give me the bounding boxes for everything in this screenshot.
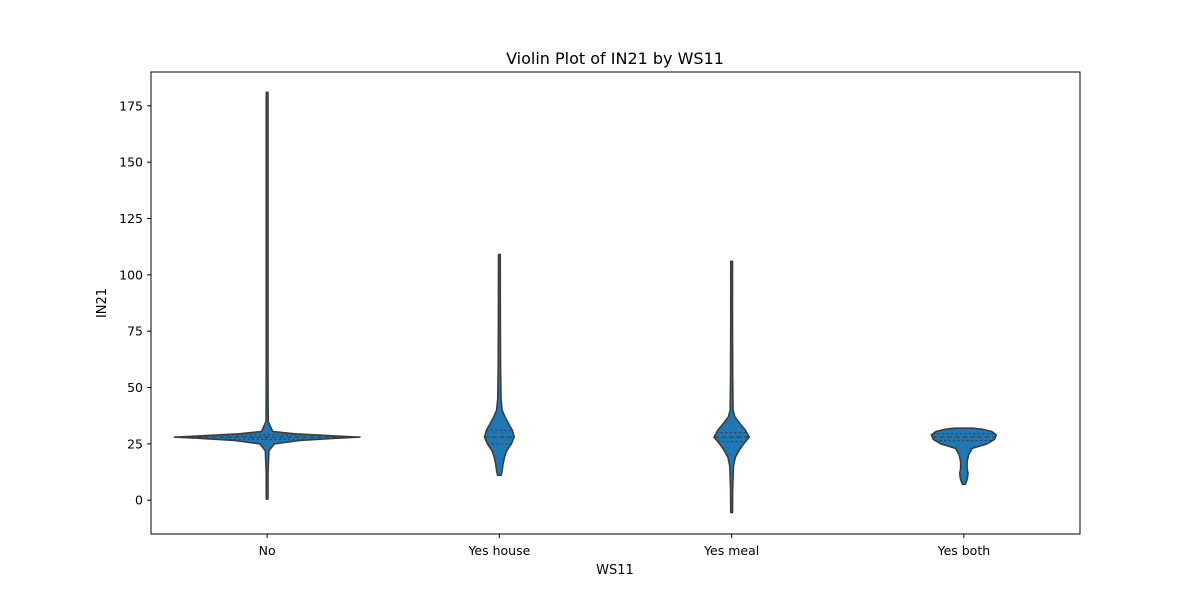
y-tick-label: 50: [127, 380, 143, 395]
violin-yes-meal: [713, 260, 751, 514]
y-tick-label: 125: [119, 211, 143, 226]
plot-frame: [150, 71, 1081, 535]
y-tick-label: 0: [135, 493, 143, 508]
x-tick-label: Yes house: [467, 543, 530, 558]
x-tick-label: No: [259, 543, 276, 558]
y-axis: 0 25 50 75 100 125 150 175: [119, 98, 151, 508]
violin-yes-both: [930, 427, 998, 486]
y-tick-label: 100: [119, 267, 143, 282]
y-tick-label: 25: [127, 436, 143, 451]
y-tick-label: 75: [127, 324, 143, 339]
violin-yes-house: [483, 253, 515, 477]
chart-title: Violin Plot of IN21 by WS11: [506, 49, 724, 68]
x-tick-label: Yes meal: [703, 543, 759, 558]
y-axis-label: IN21: [95, 288, 110, 318]
violins-layer: [173, 91, 998, 514]
x-axis-label: WS11: [596, 563, 634, 578]
x-tick-label: Yes both: [937, 543, 991, 558]
y-tick-label: 175: [119, 98, 143, 113]
violin-no: [173, 91, 361, 500]
x-axis: No Yes house Yes meal Yes both: [259, 534, 991, 558]
y-tick-label: 150: [119, 155, 143, 170]
